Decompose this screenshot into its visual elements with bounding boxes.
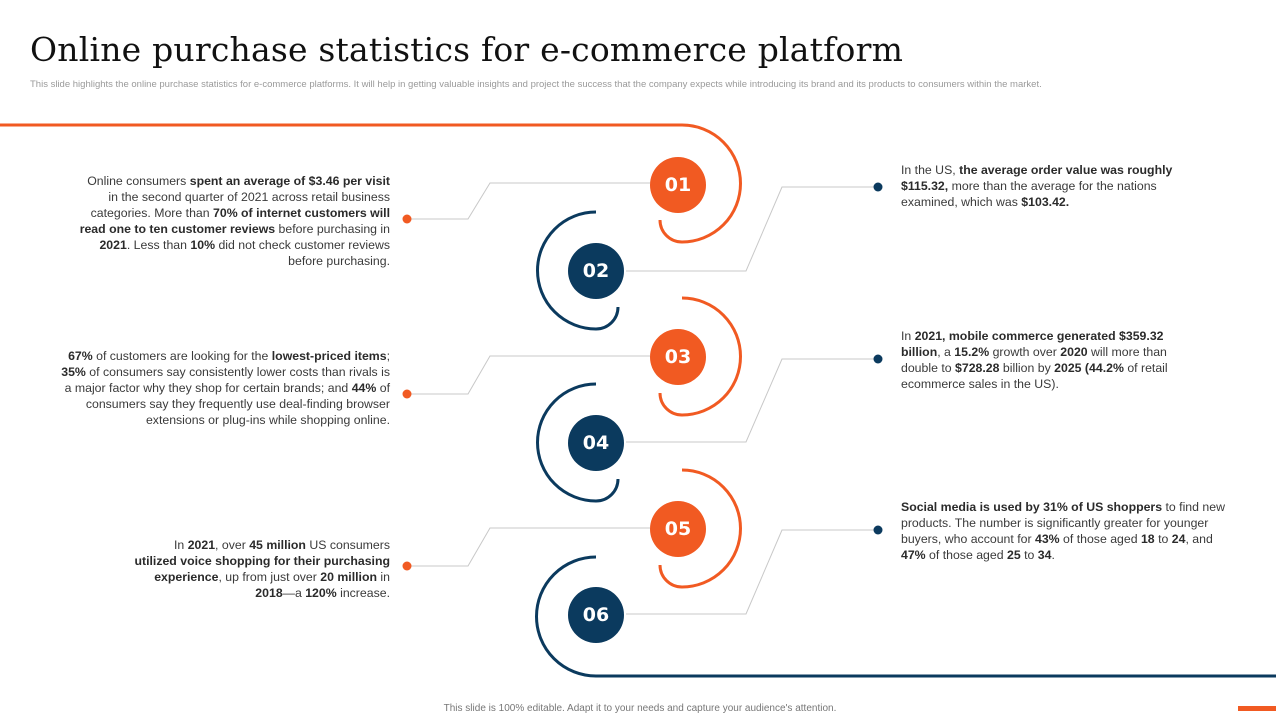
footer-note: This slide is 100% editable. Adapt it to… [443,703,837,714]
arc-05 [658,468,742,589]
step-03-number: 03 [665,346,691,368]
step-04-number: 04 [583,432,609,454]
arc-01 [658,123,742,244]
step-05: 05 [650,501,706,557]
step-04: 04 [568,415,624,471]
step-06: 06 [568,587,624,643]
page-title: Online purchase statistics for e-commerc… [30,30,904,69]
dot-06 [873,525,883,535]
stat-block-01: Online consumers spent an average of $3.… [79,174,390,268]
stat-block-02: In the US, the average order value was r… [901,163,1173,209]
connector-01 [407,182,650,220]
arc-03 [658,296,742,417]
dot-01 [402,214,412,224]
stat-block-06: Social media is used by 31% of US shoppe… [901,500,1225,562]
page-subtitle: This slide highlights the online purchas… [30,79,1042,90]
arc-02 [536,210,620,331]
connector-04 [626,358,878,443]
dot-05 [402,561,412,571]
dot-04 [873,354,883,364]
connector-02 [626,186,878,272]
step-05-number: 05 [665,518,691,540]
footer-accent-bar [1238,706,1276,711]
stat-block-05: In 2021, over 45 million US consumers ut… [134,538,390,600]
step-02-number: 02 [583,260,609,282]
stat-block-03: 67% of customers are looking for the low… [61,349,390,427]
arc-04 [536,382,620,503]
connector-03 [407,355,650,395]
dot-03 [402,389,412,399]
step-06-number: 06 [583,604,609,626]
step-02: 02 [568,243,624,299]
connector-05 [407,527,650,567]
dot-02 [873,182,883,192]
stat-block-04: In 2021, mobile commerce generated $359.… [901,329,1168,391]
connector-06 [626,529,878,615]
step-01: 01 [650,157,706,213]
step-03: 03 [650,329,706,385]
arc-06 [535,555,597,678]
step-01-number: 01 [665,174,691,196]
